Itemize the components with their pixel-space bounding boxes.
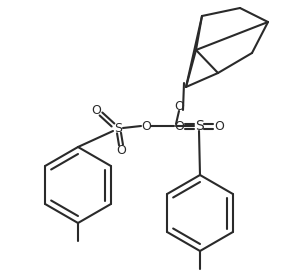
Text: O: O bbox=[174, 119, 184, 133]
Text: S: S bbox=[195, 119, 203, 133]
Text: O: O bbox=[91, 104, 101, 117]
Text: S: S bbox=[114, 121, 122, 134]
Text: O: O bbox=[116, 143, 126, 157]
Text: O: O bbox=[174, 100, 184, 112]
Text: O: O bbox=[214, 119, 224, 133]
Text: O: O bbox=[141, 119, 151, 133]
